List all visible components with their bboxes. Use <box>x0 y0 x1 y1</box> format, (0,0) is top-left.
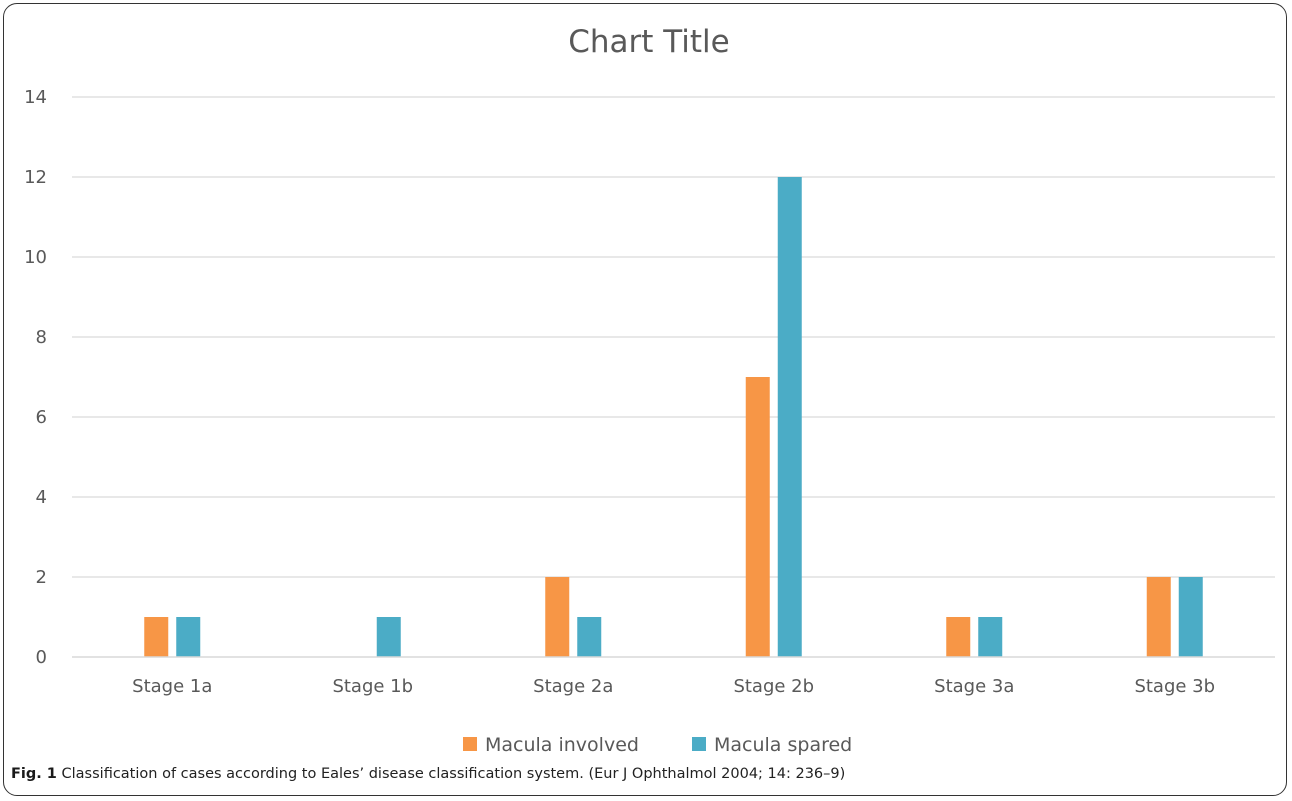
legend-swatch <box>463 737 477 751</box>
y-tick-label: 2 <box>36 567 47 588</box>
x-tick-label: Stage 1b <box>332 676 413 697</box>
legend: Macula involved Macula spared <box>463 734 852 756</box>
x-axis-categories: Stage 1a Stage 1b Stage 2a Stage 2b Stage 3a… <box>132 676 1215 697</box>
x-tick-label: Stage 3a <box>934 676 1014 697</box>
y-tick-label: 8 <box>36 327 47 348</box>
figure-label: Fig. 1 <box>11 766 57 782</box>
bar <box>577 617 602 657</box>
y-tick-label: 0 <box>36 647 47 668</box>
x-tick-label: Stage 3b <box>1134 676 1215 697</box>
figure-frame <box>3 3 1287 796</box>
bar <box>545 577 570 657</box>
x-tick-label: Stage 2a <box>533 676 613 697</box>
bar <box>777 177 802 657</box>
legend-label: Macula spared <box>714 734 852 756</box>
x-tick-label: Stage 2b <box>733 676 814 697</box>
legend-swatch <box>692 737 706 751</box>
y-tick-label: 4 <box>36 487 47 508</box>
legend-label: Macula involved <box>485 734 639 756</box>
bar <box>946 617 971 657</box>
y-tick-label: 14 <box>24 87 47 108</box>
y-tick-label: 12 <box>24 167 47 188</box>
bar <box>376 617 401 657</box>
y-tick-label: 6 <box>36 407 47 428</box>
y-axis-ticks: 0 2 4 6 8 10 12 14 <box>24 87 47 668</box>
chart-title: Chart Title <box>568 24 729 60</box>
bar <box>745 377 770 657</box>
gridlines <box>72 96 1275 578</box>
caption-text: Classification of cases according to Eal… <box>61 766 846 782</box>
bars <box>144 177 1203 657</box>
bar <box>1146 577 1171 657</box>
bar <box>1178 577 1203 657</box>
bar <box>144 617 169 657</box>
figure-caption: Fig. 1 Classification of cases according… <box>11 766 845 782</box>
bar <box>176 617 201 657</box>
y-tick-label: 10 <box>24 247 47 268</box>
bar <box>978 617 1003 657</box>
x-tick-label: Stage 1a <box>132 676 212 697</box>
